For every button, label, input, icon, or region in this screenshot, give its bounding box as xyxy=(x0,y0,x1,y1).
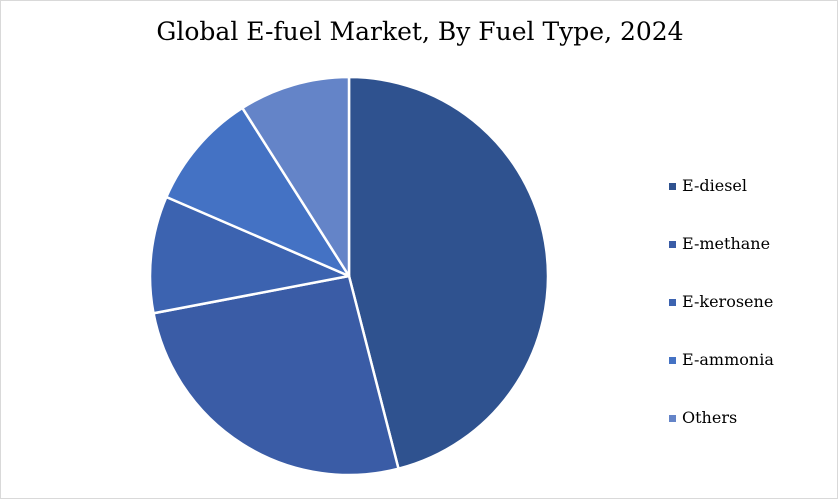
chart-title: Global E-fuel Market, By Fuel Type, 2024 xyxy=(156,17,684,46)
pie-slice-e-kerosene xyxy=(148,195,351,315)
legend-item-e-methane: E-methane xyxy=(669,233,774,291)
legend-item-e-diesel: E-diesel xyxy=(669,175,774,233)
legend-label-e-methane: E-methane xyxy=(682,234,771,253)
legend-swatch-e-ammonia xyxy=(669,357,676,364)
legend-swatch-e-kerosene xyxy=(669,299,676,306)
legend-label-e-ammonia: E-ammonia xyxy=(682,350,774,369)
legend-item-e-ammonia: E-ammonia xyxy=(669,349,774,407)
legend: E-diesel E-methane E-kerosene E-ammonia … xyxy=(669,175,774,465)
legend-item-e-kerosene: E-kerosene xyxy=(669,291,774,349)
pie-slice-e-diesel xyxy=(347,75,550,470)
legend-swatch-others xyxy=(669,415,676,422)
pie-slice-e-ammonia xyxy=(165,106,351,278)
legend-item-others: Others xyxy=(669,407,774,465)
legend-label-e-diesel: E-diesel xyxy=(682,176,748,195)
legend-label-e-kerosene: E-kerosene xyxy=(682,292,774,311)
legend-label-others: Others xyxy=(682,408,738,427)
legend-swatch-e-diesel xyxy=(669,183,676,190)
legend-swatch-e-methane xyxy=(669,241,676,248)
pie-slice-others xyxy=(241,75,351,278)
pie-slice-e-methane xyxy=(152,274,400,477)
